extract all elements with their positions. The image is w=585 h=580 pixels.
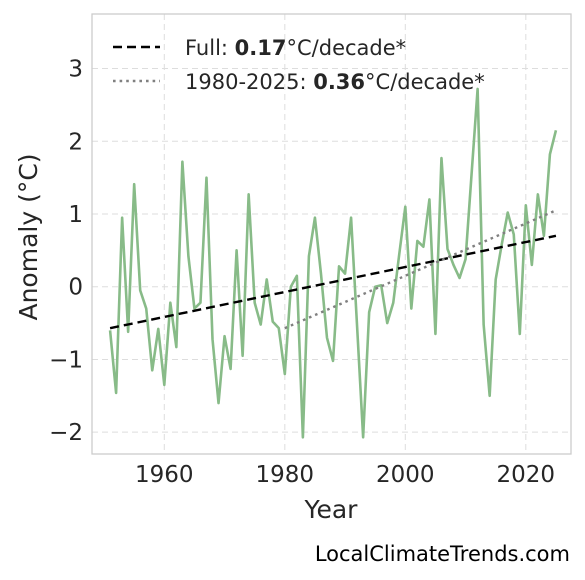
y-tick-label: 1 xyxy=(68,202,83,228)
anomaly-series-line xyxy=(108,87,558,439)
x-tick-label: 1960 xyxy=(135,462,194,488)
legend-1980-suffix: °C/decade* xyxy=(365,70,485,94)
y-tick-label: 3 xyxy=(68,57,83,83)
trend-full-line xyxy=(109,234,557,330)
x-tick-label: 2000 xyxy=(376,462,435,488)
y-axis-title: Anomaly (°C) xyxy=(14,153,43,320)
x-axis-title: Year xyxy=(304,495,359,524)
x-axis-ticks: 1960 1980 2000 2020 xyxy=(135,462,555,488)
y-tick-label: 0 xyxy=(68,275,83,301)
legend-full-value: 0.17 xyxy=(235,36,287,60)
legend-entry-1980: 1980-2025: 0.36°C/decade* xyxy=(185,70,485,94)
y-tick-label: 2 xyxy=(68,129,83,155)
chart-series xyxy=(108,87,558,439)
trend-1980-line xyxy=(284,209,557,330)
y-axis-ticks: −2 −1 0 1 2 3 xyxy=(49,57,83,447)
grid-lines xyxy=(92,14,571,454)
legend: Full: 0.17°C/decade* 1980-2025: 0.36°C/d… xyxy=(113,36,485,94)
y-tick-label: −1 xyxy=(49,347,83,373)
legend-full-prefix: Full: xyxy=(185,36,235,60)
site-credit: LocalClimateTrends.com xyxy=(315,542,570,566)
legend-1980-prefix: 1980-2025: xyxy=(185,70,313,94)
y-tick-label: −2 xyxy=(49,420,83,446)
legend-full-suffix: °C/decade* xyxy=(287,36,407,60)
plot-frame xyxy=(91,13,572,455)
legend-entry-full: Full: 0.17°C/decade* xyxy=(185,36,406,60)
legend-1980-value: 0.36 xyxy=(313,70,365,94)
x-tick-label: 2020 xyxy=(497,462,556,488)
x-tick-label: 1980 xyxy=(256,462,315,488)
